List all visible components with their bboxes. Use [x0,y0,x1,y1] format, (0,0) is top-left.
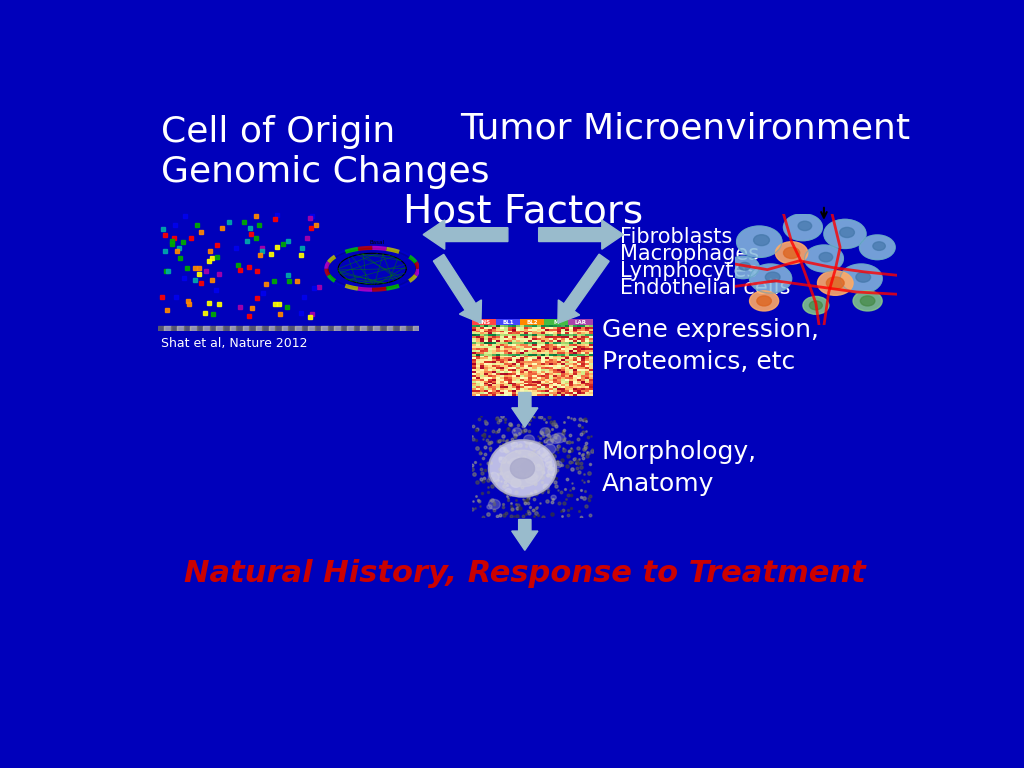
Text: Endothelial cells: Endothelial cells [620,278,790,298]
Polygon shape [423,220,508,250]
Polygon shape [433,254,481,323]
Text: Shat et al, Nature 2012: Shat et al, Nature 2012 [162,337,308,350]
Text: Macrophages: Macrophages [620,244,759,264]
Text: Morphology,
Anatomy: Morphology, Anatomy [602,440,757,495]
Text: Fibroblasts: Fibroblasts [620,227,732,247]
Text: Host Factors: Host Factors [403,193,643,230]
Text: Lymphocytes: Lymphocytes [620,261,757,281]
Polygon shape [512,519,538,551]
Text: Natural History, Response to Treatment: Natural History, Response to Treatment [184,559,865,588]
Polygon shape [539,220,624,250]
Text: Cell of Origin
Genomic Changes: Cell of Origin Genomic Changes [162,115,489,189]
Text: Tumor Microenvironment: Tumor Microenvironment [460,111,910,145]
Text: Gene expression,
Proteomics, etc: Gene expression, Proteomics, etc [602,319,819,374]
Polygon shape [512,392,538,427]
Polygon shape [558,254,609,323]
